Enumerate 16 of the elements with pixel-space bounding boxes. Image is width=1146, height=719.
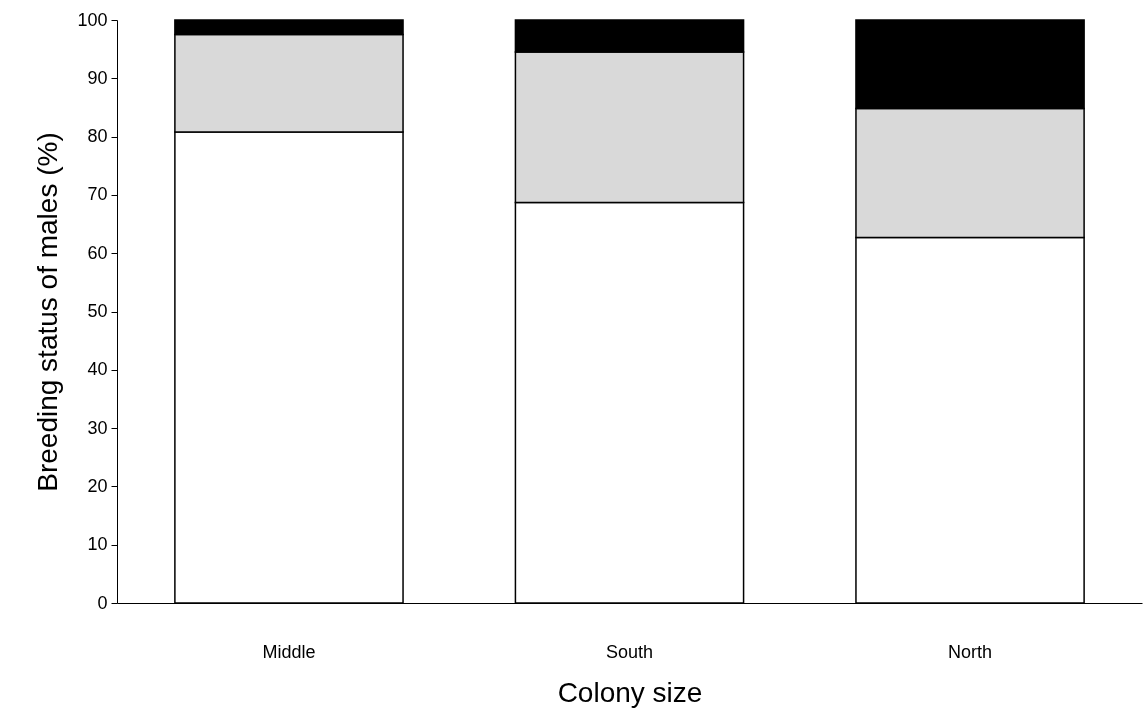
y-tick-label: 50	[87, 301, 108, 321]
x-axis-title: Colony size	[557, 676, 703, 708]
y-tick-label: 10	[87, 534, 108, 555]
y-tick-label: 30	[87, 417, 108, 438]
y-tick-label: 60	[87, 242, 108, 263]
y-tick-label: 80	[87, 126, 108, 147]
y-tick-label: 0	[97, 592, 108, 613]
x-tick-label: Middle	[262, 641, 316, 662]
y-tick-label: 40	[87, 359, 108, 380]
y-tick-label: 90	[87, 67, 108, 88]
y-tick-label: 20	[87, 475, 108, 496]
x-tick-label: North	[948, 641, 993, 662]
y-tick-label: 70	[87, 184, 108, 205]
y-tick-label: 100	[77, 9, 108, 30]
x-tick-label: South	[605, 641, 654, 662]
y-axis-title: Breeding status of males (%)	[32, 132, 64, 492]
